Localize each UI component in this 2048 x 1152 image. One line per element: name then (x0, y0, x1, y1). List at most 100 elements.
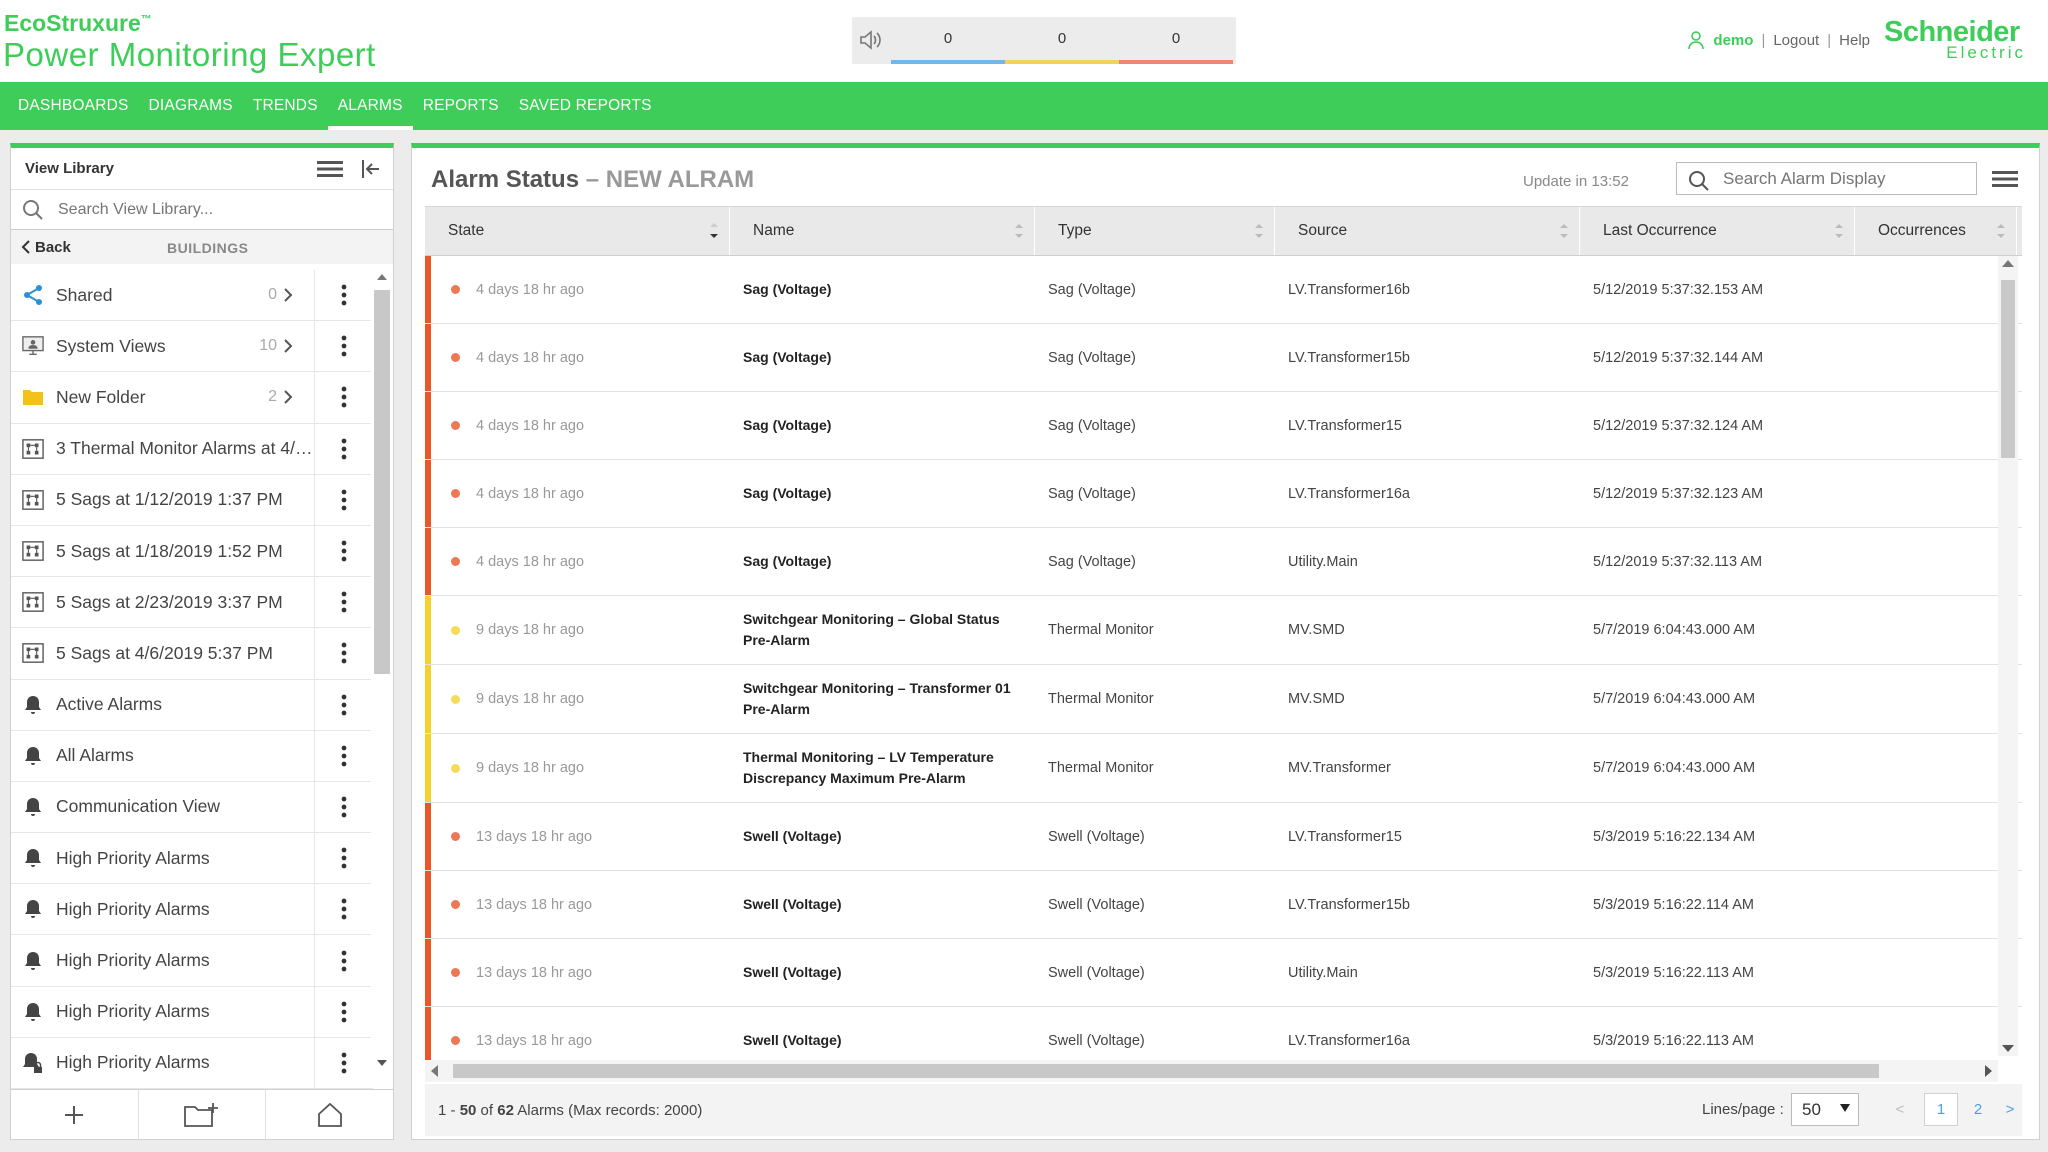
view-library-item[interactable]: Communication View (11, 781, 373, 834)
next-page-button[interactable]: > (2005, 1101, 2015, 1118)
view-library-item[interactable]: 5 Sags at 2/23/2019 3:37 PM (11, 577, 373, 629)
lines-per-page-select[interactable]: 50 (1791, 1093, 1859, 1126)
kebab-menu-icon (341, 438, 347, 460)
item-menu-button[interactable] (314, 730, 373, 781)
table-row[interactable]: 4 days 18 hr ago Sag (Voltage) Sag (Voltag… (425, 528, 2022, 596)
chevron-right-icon[interactable] (284, 288, 293, 302)
scroll-thumb[interactable] (453, 1064, 1879, 1078)
table-row[interactable]: 13 days 18 hr ago Swell (Voltage) Swell (V… (425, 939, 2022, 1007)
item-menu-button[interactable] (314, 935, 373, 986)
page-2-button[interactable]: 2 (1973, 1101, 1983, 1118)
collapse-panel-icon[interactable] (361, 160, 381, 178)
list-menu-icon[interactable] (317, 160, 343, 178)
nav-dashboards[interactable]: DASHBOARDS (18, 97, 129, 114)
view-library-item[interactable]: 5 Sags at 4/6/2019 5:37 PM (11, 628, 373, 680)
alarm-search-input[interactable] (1723, 168, 1963, 189)
table-horizontal-scrollbar[interactable] (425, 1060, 1998, 1082)
nav-reports[interactable]: REPORTS (422, 97, 499, 114)
item-menu-button[interactable] (314, 423, 373, 474)
low-alarm-count[interactable]: 0 (1171, 30, 1181, 47)
view-library-item[interactable]: System Views 10 (11, 321, 373, 373)
view-library-item[interactable]: High Priority Alarms (11, 986, 373, 1038)
column-header-name[interactable]: Name (730, 207, 1035, 255)
alarm-counter[interactable]: 0 0 0 (852, 17, 1236, 64)
table-row[interactable]: 9 days 18 hr ago Thermal Monitoring – LV … (425, 734, 2022, 803)
logout-link[interactable]: Logout (1773, 31, 1820, 49)
help-link[interactable]: Help (1839, 31, 1870, 49)
item-menu-button[interactable] (314, 1037, 373, 1088)
item-menu-button[interactable] (314, 781, 373, 833)
add-folder-button[interactable] (139, 1090, 267, 1139)
product-name: Power Monitoring Expert (3, 36, 376, 73)
column-header-last-occurrence[interactable]: Last Occurrence (1580, 207, 1855, 255)
view-library-item[interactable]: High Priority Alarms (11, 1037, 373, 1089)
item-menu-button[interactable] (314, 884, 373, 935)
table-row[interactable]: 4 days 18 hr ago Sag (Voltage) Sag (Voltag… (425, 460, 2022, 528)
scroll-up-icon[interactable] (377, 274, 387, 280)
column-header-state[interactable]: State (425, 207, 730, 255)
scroll-down-icon[interactable] (377, 1060, 387, 1066)
nav-diagrams[interactable]: DIAGRAMS (148, 97, 233, 114)
column-header-occurrences[interactable]: Occurrences (1855, 207, 2017, 255)
table-row[interactable]: 13 days 18 hr ago Swell (Voltage) Swell (V… (425, 803, 2022, 871)
view-library-item[interactable]: High Priority Alarms (11, 884, 373, 936)
column-header-type[interactable]: Type (1035, 207, 1275, 255)
scroll-up-icon[interactable] (2002, 260, 2014, 267)
view-library-item[interactable]: New Folder 2 (11, 372, 373, 424)
table-vertical-scrollbar[interactable] (1998, 256, 2018, 1056)
view-library-scrollbar[interactable] (371, 270, 393, 1070)
chevron-right-icon[interactable] (284, 390, 293, 405)
item-menu-button[interactable] (314, 474, 373, 525)
high-alarm-count[interactable]: 0 (943, 30, 953, 47)
scroll-thumb[interactable] (374, 290, 390, 674)
table-row[interactable]: 4 days 18 hr ago Sag (Voltage) Sag (Voltag… (425, 392, 2022, 460)
table-row[interactable]: 4 days 18 hr ago Sag (Voltage) Sag (Voltag… (425, 324, 2022, 392)
item-menu-button[interactable] (314, 525, 373, 577)
table-row[interactable]: 9 days 18 hr ago Switchgear Monitoring – … (425, 665, 2022, 734)
medium-alarm-count[interactable]: 0 (1057, 30, 1067, 47)
view-library-item[interactable]: Active Alarms (11, 679, 373, 731)
item-menu-button[interactable] (314, 270, 373, 321)
prev-page-button[interactable]: < (1895, 1101, 1905, 1118)
nav-saved-reports[interactable]: SAVED REPORTS (518, 97, 652, 114)
view-library-item[interactable]: 5 Sags at 1/12/2019 1:37 PM (11, 474, 373, 526)
table-row[interactable]: 9 days 18 hr ago Switchgear Monitoring – … (425, 596, 2022, 665)
table-row[interactable]: 13 days 18 hr ago Swell (Voltage) Swell (V… (425, 1007, 2022, 1060)
nav-alarms[interactable]: ALARMS (327, 82, 413, 130)
hamburger-menu-icon[interactable] (1992, 170, 2018, 188)
table-header: State Name Type Source Last Occurrence Occurr… (425, 206, 2022, 256)
username-link[interactable]: demo (1713, 31, 1754, 49)
alarm-search[interactable] (1676, 162, 1977, 195)
table-row[interactable]: 13 days 18 hr ago Swell (Voltage) Swell (V… (425, 871, 2022, 939)
item-menu-button[interactable] (314, 679, 373, 730)
table-row[interactable]: 4 days 18 hr ago Sag (Voltage) Sag (Voltag… (425, 256, 2022, 324)
add-view-button[interactable] (11, 1090, 139, 1139)
scroll-right-icon[interactable] (1985, 1065, 1992, 1077)
chevron-right-icon[interactable] (284, 339, 293, 353)
view-library-item-label: Active Alarms (56, 694, 162, 715)
item-menu-button[interactable] (314, 833, 373, 884)
view-library-item[interactable]: All Alarms (11, 730, 373, 782)
speaker-icon[interactable] (858, 28, 884, 52)
item-menu-button[interactable] (314, 321, 373, 372)
item-menu-button[interactable] (314, 986, 373, 1037)
view-library-item[interactable]: High Priority Alarms (11, 833, 373, 885)
cell-source: Utility.Main (1288, 964, 1358, 981)
home-button[interactable] (266, 1090, 393, 1139)
item-menu-button[interactable] (314, 372, 373, 423)
page-1-button[interactable]: 1 (1924, 1093, 1958, 1126)
view-library-item[interactable]: High Priority Alarms (11, 935, 373, 987)
column-header-source[interactable]: Source (1275, 207, 1580, 255)
scroll-down-icon[interactable] (2002, 1045, 2014, 1052)
item-menu-button[interactable] (314, 628, 373, 679)
view-library-item[interactable]: Shared 0 (11, 270, 373, 322)
item-menu-button[interactable] (314, 577, 373, 628)
view-library-search-input[interactable] (58, 200, 358, 219)
view-library-item[interactable]: 3 Thermal Monitor Alarms at 4/14/2019 (11, 423, 373, 475)
scroll-thumb[interactable] (2001, 280, 2015, 458)
scroll-left-icon[interactable] (431, 1065, 438, 1077)
back-button[interactable]: Back (21, 239, 71, 256)
view-library-item[interactable]: 5 Sags at 1/18/2019 1:52 PM (11, 525, 373, 578)
view-library-search[interactable] (11, 190, 393, 230)
nav-trends[interactable]: TRENDS (252, 97, 318, 114)
